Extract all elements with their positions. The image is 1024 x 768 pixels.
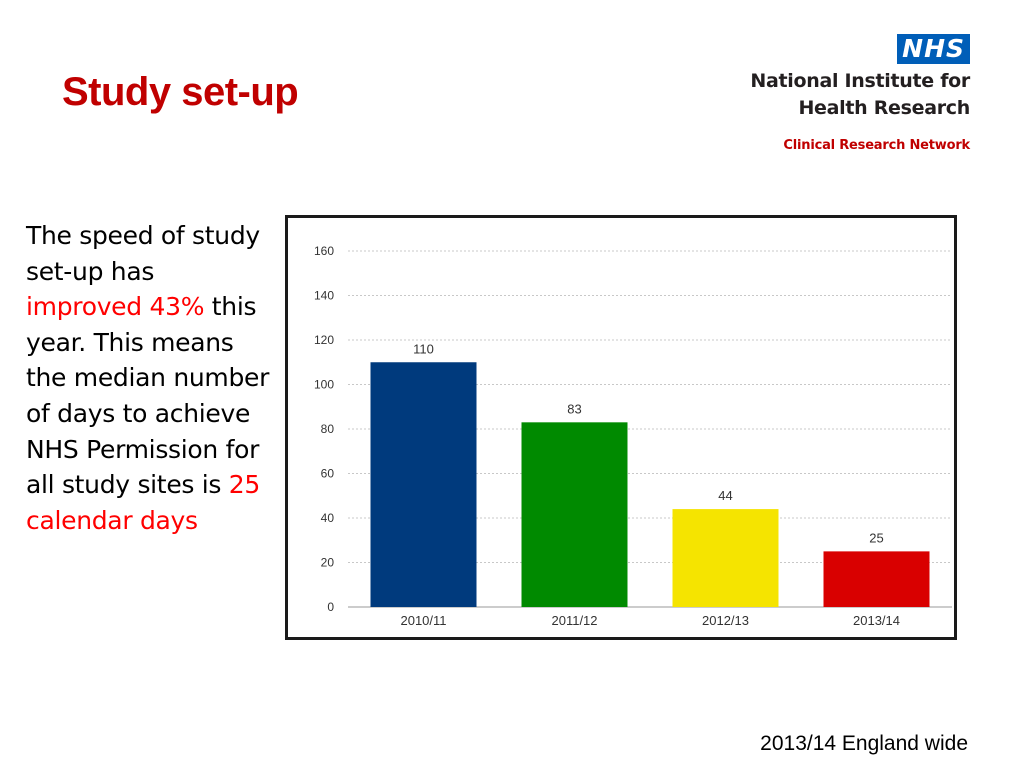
y-tick-label: 160 (314, 244, 334, 258)
body-text-part-2: this year. This means the median number … (26, 292, 270, 500)
chart-frame: 0 20 40 60 80 100 120 140 160 110 2010/11 83 2011/12… (285, 215, 957, 640)
y-tick-label: 60 (321, 467, 335, 481)
x-tick-label: 2010/11 (400, 613, 446, 628)
bar (521, 422, 628, 607)
highlight-improvement: improved 43% (26, 292, 205, 322)
body-text-part-1: The speed of study set-up has (26, 221, 260, 286)
bar (672, 509, 779, 607)
x-tick-label: 2012/13 (702, 613, 749, 628)
bar-chart: 0 20 40 60 80 100 120 140 160 110 2010/11 83 2011/12… (314, 244, 952, 628)
y-tick-label: 140 (314, 289, 334, 303)
logo-line-2: Health Research (798, 97, 970, 119)
y-tick-label: 20 (321, 556, 335, 570)
highlight-days: 25 calendar days (26, 470, 261, 535)
bar (823, 551, 930, 607)
slide-title: Study set-up (62, 70, 299, 114)
data-label: 25 (869, 530, 883, 545)
data-label: 110 (413, 341, 434, 356)
data-label: 44 (718, 488, 732, 503)
nhs-nihr-logo: NHS National Institute for Health Resear… (710, 34, 970, 153)
y-tick-label: 0 (327, 600, 334, 614)
bar (370, 362, 477, 607)
x-tick-label: 2013/14 (853, 613, 900, 628)
y-tick-label: 80 (321, 422, 335, 436)
logo-subtitle: Clinical Research Network (783, 138, 970, 153)
nhs-badge: NHS (897, 34, 970, 64)
footer-note: 2013/14 England wide (760, 732, 968, 755)
y-tick-label: 120 (314, 333, 334, 347)
logo-line-1: National Institute for (750, 70, 970, 92)
body-text: The speed of study set-up has improved 4… (26, 218, 276, 538)
data-label: 83 (567, 401, 581, 416)
y-tick-label: 100 (314, 378, 334, 392)
y-tick-label: 40 (321, 511, 335, 525)
x-tick-label: 2011/12 (551, 613, 597, 628)
